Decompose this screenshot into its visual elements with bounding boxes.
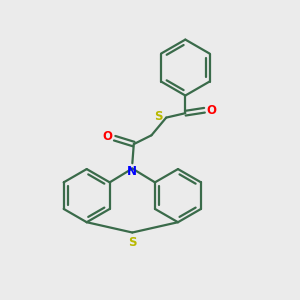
Text: S: S (128, 236, 136, 249)
Text: O: O (102, 130, 112, 143)
Text: O: O (207, 104, 217, 117)
Text: N: N (127, 165, 137, 178)
Text: S: S (154, 110, 163, 123)
